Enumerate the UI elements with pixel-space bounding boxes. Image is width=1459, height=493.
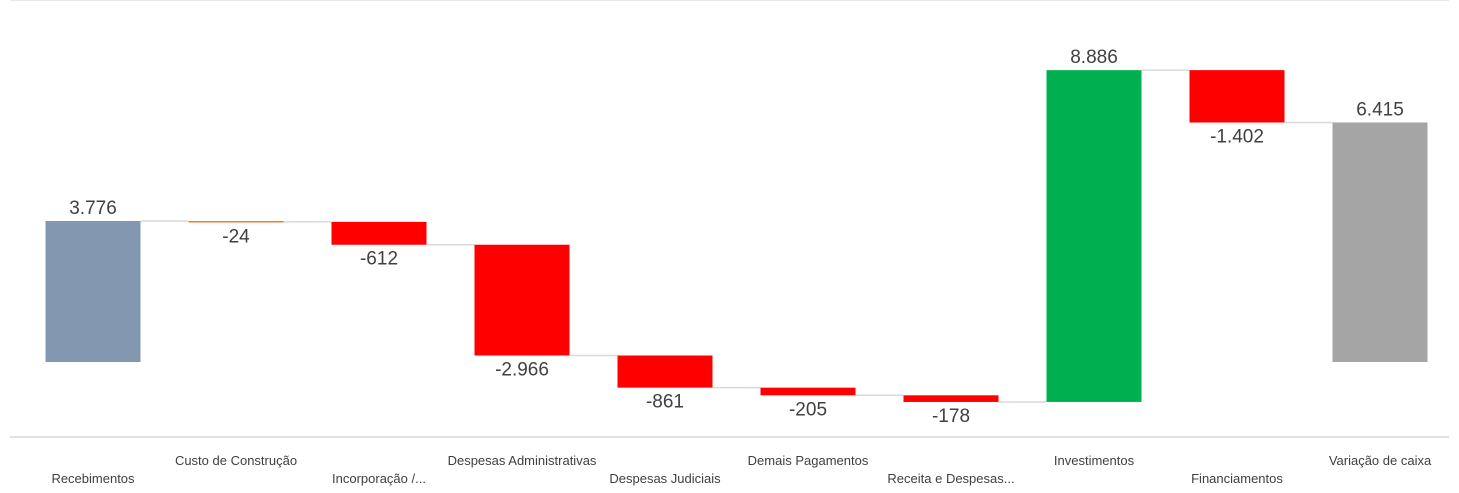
category-label-5: Demais Pagamentos <box>748 453 869 468</box>
category-label-9: Variação de caixa <box>1329 453 1432 468</box>
value-label-7: 8.886 <box>1070 47 1118 68</box>
value-label-1: -24 <box>222 227 250 248</box>
category-label-4: Despesas Judiciais <box>609 471 721 486</box>
bar-1 <box>188 221 284 223</box>
bar-8 <box>1189 70 1285 123</box>
bar-7 <box>1046 70 1142 402</box>
chart-border <box>10 0 1449 1</box>
category-label-2: Incorporação /... <box>332 471 426 486</box>
value-label-3: -2.966 <box>495 360 549 381</box>
value-label-9: 6.415 <box>1356 99 1404 120</box>
bar-4 <box>617 355 713 388</box>
value-label-6: -178 <box>932 406 970 427</box>
value-label-4: -861 <box>646 392 684 413</box>
category-label-1: Custo de Construção <box>175 453 297 468</box>
value-label-5: -205 <box>789 399 827 420</box>
bar-5 <box>760 387 856 396</box>
bar-6 <box>903 395 999 402</box>
category-label-7: Investimentos <box>1054 453 1135 468</box>
category-label-6: Receita e Despesas... <box>887 471 1014 486</box>
bar-0 <box>45 221 141 362</box>
category-label-3: Despesas Administrativas <box>448 453 597 468</box>
bar-3 <box>474 244 570 356</box>
category-label-8: Financiamentos <box>1191 471 1283 486</box>
value-label-0: 3.776 <box>69 198 117 219</box>
value-label-8: -1.402 <box>1210 126 1264 147</box>
bar-2 <box>331 221 427 245</box>
category-label-0: Recebimentos <box>51 471 135 486</box>
value-label-2: -612 <box>360 249 398 270</box>
bar-9 <box>1332 122 1428 362</box>
